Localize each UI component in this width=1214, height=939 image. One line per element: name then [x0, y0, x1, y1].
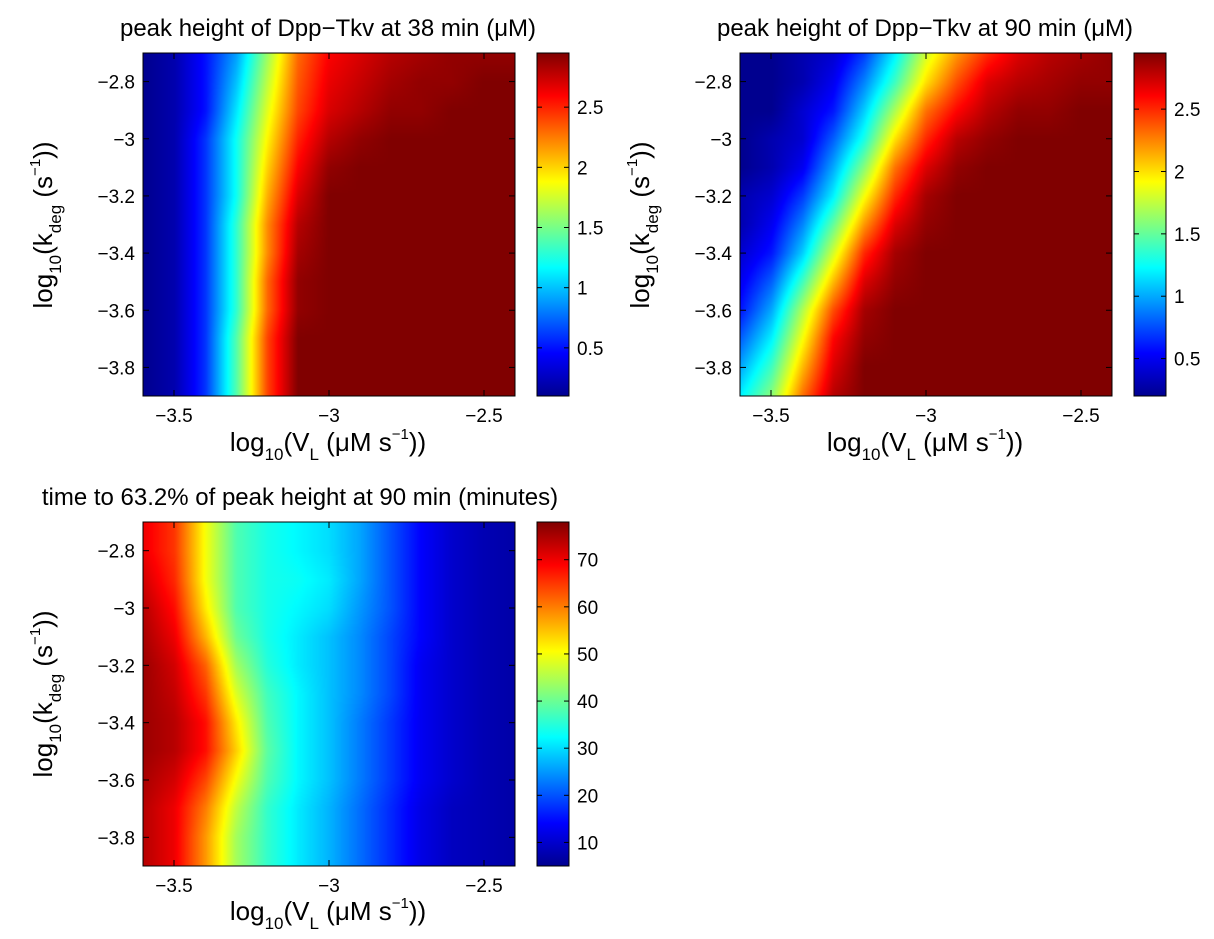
colorbar-tick-label: 1: [577, 279, 588, 300]
colorbar-tick-label: 2.5: [1174, 100, 1200, 121]
panel-p2: −3.5 −3 −2.5 −2.8 −3 −3.2 −3.4 −3.6 −3.8 peak hei…: [624, 15, 1200, 464]
colorbar-tick-label: 20: [577, 786, 598, 807]
y-tick-label: −3.4: [694, 244, 732, 265]
colorbar-tick-label: 50: [577, 645, 598, 666]
colorbar-tick-label: 1.5: [1174, 225, 1200, 246]
colorbar-tick-label: 2: [577, 158, 588, 179]
y-tick-label: −3.2: [97, 187, 135, 208]
x-tick-label: −3: [915, 406, 937, 427]
x-tick-label: −2.5: [1062, 406, 1100, 427]
y-axis-label: log10(kdeg (s−1)): [27, 611, 65, 778]
colorbar: [1133, 52, 1167, 397]
x-tick-label: −3: [318, 406, 340, 427]
x-tick-label: −2.5: [465, 406, 503, 427]
x-axis-label: log10(VL (μM s−1)): [230, 895, 426, 933]
y-tick-label: −2.8: [97, 73, 135, 94]
colorbar-tick-label: 0.5: [1174, 350, 1200, 371]
panel-p3: −3.5 −3 −2.5 −2.8 −3 −3.2 −3.4 −3.6 −3.8 time to …: [27, 484, 598, 933]
x-tick-label: −3.5: [155, 876, 193, 897]
chart-title: time to 63.2% of peak height at 90 min (…: [42, 484, 558, 511]
x-axis-label: log10(VL (μM s−1)): [827, 426, 1023, 464]
colorbar-tick-label: 1.5: [577, 219, 603, 240]
colorbar-tick-label: 0.5: [577, 339, 603, 360]
x-axis-label: log10(VL (μM s−1)): [230, 426, 426, 464]
colorbar-tick-label: 40: [577, 692, 598, 713]
colorbar: [536, 52, 570, 397]
panel-p1: −3.5 −3 −2.5 −2.8 −3 −3.2 −3.4 −3.6 −3.8 peak hei…: [27, 15, 603, 464]
y-tick-label: −3: [710, 130, 732, 151]
y-tick-label: −3.6: [694, 301, 732, 322]
colorbar-tick-label: 2.5: [577, 98, 603, 119]
y-axis-label: log10(kdeg (s−1)): [27, 142, 65, 309]
y-tick-label: −3.4: [97, 714, 135, 735]
colorbar-tick-label: 2: [1174, 162, 1185, 183]
y-axis-label: log10(kdeg (s−1)): [624, 142, 662, 309]
y-tick-label: −3.8: [694, 358, 732, 379]
x-tick-label: −3.5: [155, 406, 193, 427]
x-tick-label: −3.5: [752, 406, 790, 427]
y-tick-label: −3.6: [97, 771, 135, 792]
y-tick-label: −2.8: [694, 73, 732, 94]
colorbar-tick-label: 30: [577, 739, 598, 760]
x-tick-label: −2.5: [465, 876, 503, 897]
heatmap-image: [143, 522, 515, 866]
y-tick-label: −3.6: [97, 301, 135, 322]
colorbar: [536, 521, 570, 867]
colorbar-tick-label: 60: [577, 598, 598, 619]
y-tick-label: −2.8: [97, 542, 135, 563]
y-tick-label: −3.8: [97, 358, 135, 379]
y-tick-label: −3: [113, 599, 135, 620]
chart-title: peak height of Dpp−Tkv at 38 min (μM): [120, 15, 536, 42]
colorbar-tick-label: 70: [577, 551, 598, 572]
chart-title: peak height of Dpp−Tkv at 90 min (μM): [717, 15, 1133, 42]
colorbar-tick-label: 1: [1174, 287, 1185, 308]
heatmap-image: [740, 53, 1112, 396]
x-tick-label: −3: [318, 876, 340, 897]
y-tick-label: −3.8: [97, 828, 135, 849]
colorbar-tick-label: 10: [577, 833, 598, 854]
y-tick-label: −3.2: [97, 656, 135, 677]
heatmap-image: [143, 53, 515, 396]
y-tick-label: −3.2: [694, 187, 732, 208]
y-tick-label: −3.4: [97, 244, 135, 265]
y-tick-label: −3: [113, 130, 135, 151]
